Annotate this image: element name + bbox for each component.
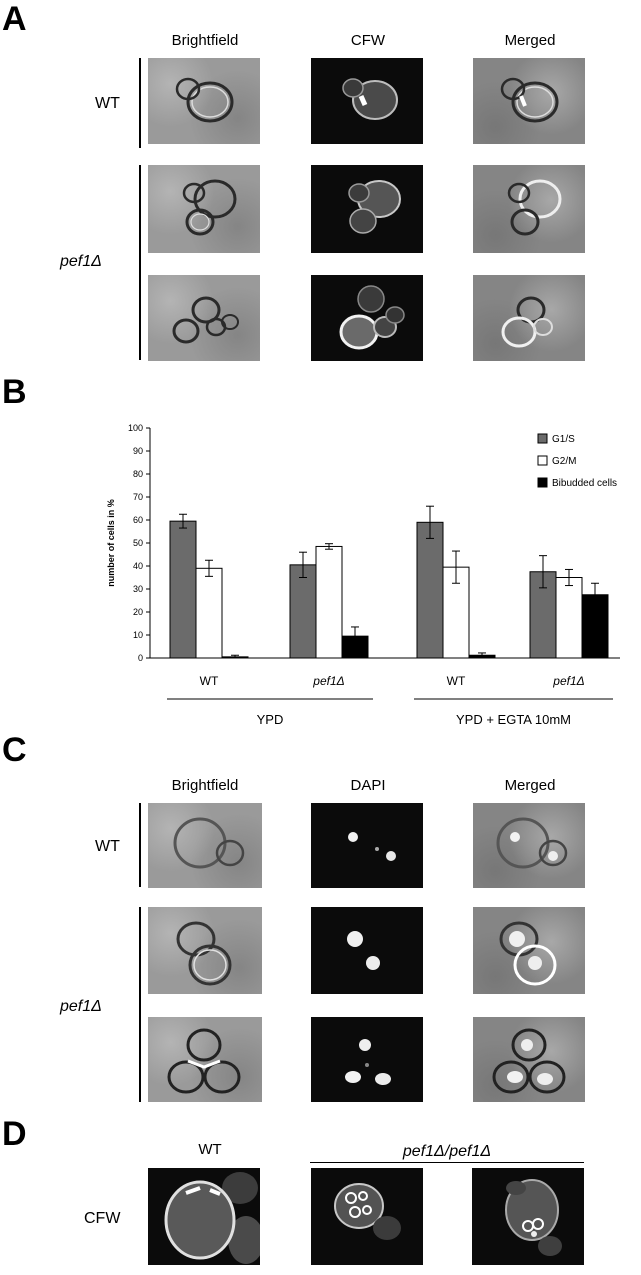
bar-g1-s [169, 520, 197, 659]
panel-d-mutant1-cfw-image [311, 1168, 423, 1265]
panel-c-letter: C [2, 731, 27, 769]
panel-c-row-mutant: pef1Δ [60, 998, 102, 1015]
bar-g2-m [195, 567, 223, 659]
panel-c-col-dapi: DAPI [350, 777, 386, 794]
panel-a-mutant2-brightfield-image [148, 275, 260, 361]
bar-g1-s [416, 521, 444, 659]
y-tick-label: 10 [133, 630, 143, 640]
panel-c-mutant1-merged-image [473, 907, 585, 994]
panel-a-col-cfw: CFW [350, 32, 386, 49]
panel-a-col-merged: Merged [504, 32, 556, 49]
panel-a-wt-merged-image [473, 58, 585, 144]
x-category-label: WT [200, 674, 219, 688]
panel-a-col-brightfield: Brightfield [171, 32, 239, 49]
panel-a-mutant1-brightfield-image [148, 165, 260, 253]
panel-c-wt-brightfield-image [148, 803, 262, 888]
legend-label: G1/S [552, 434, 575, 445]
panel-c-mutant2-brightfield-image [148, 1017, 262, 1102]
panel-a-row-mutant: pef1Δ [60, 253, 102, 270]
group-label: YPD [257, 712, 284, 727]
panel-c-wt-dapi-image [311, 803, 423, 888]
bar-g2-m [315, 545, 343, 659]
panel-c-col-merged: Merged [504, 777, 556, 794]
x-category-label: pef1Δ [312, 674, 344, 688]
panel-a-mutant-bracket [139, 165, 141, 360]
panel-a-mutant2-merged-image [473, 275, 585, 361]
legend-swatch [537, 477, 548, 488]
y-tick-label: 20 [133, 607, 143, 617]
y-tick-label: 80 [133, 469, 143, 479]
legend-label: Bibudded cells [552, 478, 617, 489]
y-tick-label: 50 [133, 538, 143, 548]
panel-d-letter: D [2, 1115, 27, 1153]
panel-a-wt-bracket [139, 58, 141, 148]
panel-d-mutant2-cfw-image [472, 1168, 584, 1265]
x-category-label: WT [447, 674, 466, 688]
bar-g1-s [289, 564, 317, 659]
panel-c-mutant2-dapi-image [311, 1017, 423, 1102]
panel-a-mutant1-merged-image [473, 165, 585, 253]
panel-c-wt-merged-image [473, 803, 585, 888]
bar-chart: 0 10 20 30 40 50 60 70 80 90 100 number of cells in… [106, 423, 620, 727]
panel-c-mutant1-dapi-image [311, 907, 423, 994]
panel-c-col-brightfield: Brightfield [171, 777, 239, 794]
panel-a-mutant1-cfw-image [311, 165, 423, 253]
panel-d-mutant-label: pef1Δ/pef1Δ [402, 1143, 492, 1160]
y-tick-label: 30 [133, 584, 143, 594]
panel-c-mutant2-merged-image [473, 1017, 585, 1102]
panel-a-wt-cfw-image [311, 58, 423, 144]
y-tick-label: 60 [133, 515, 143, 525]
y-tick-label: 40 [133, 561, 143, 571]
panel-c-mutant1-brightfield-image [148, 907, 262, 994]
panel-d-wt-cfw-image [148, 1168, 260, 1265]
y-tick-label: 70 [133, 492, 143, 502]
panel-a-wt-brightfield-image [148, 58, 260, 144]
y-tick-label: 90 [133, 446, 143, 456]
panel-c-wt-bracket [139, 803, 141, 887]
panel-a-row-wt: WT [95, 95, 120, 112]
y-axis-title: number of cells in % [106, 499, 116, 587]
panel-d-mutant-underline [310, 1162, 584, 1163]
bar-g2-m [555, 577, 583, 659]
legend-swatch [537, 433, 548, 444]
panel-a-mutant2-cfw-image [311, 275, 423, 361]
panel-d-wt-label: WT [198, 1141, 222, 1158]
panel-c-row-wt: WT [95, 838, 120, 855]
y-tick-label: 0 [138, 653, 143, 663]
legend-label: G2/M [552, 456, 576, 467]
group-label: YPD + EGTA 10mM [456, 712, 571, 727]
x-category-label: pef1Δ [552, 674, 584, 688]
panel-c-mutant-bracket [139, 907, 141, 1102]
legend-swatch [537, 455, 548, 466]
panel-b-letter: B [2, 373, 27, 411]
panel-d-row-cfw: CFW [84, 1210, 121, 1227]
y-tick-label: 100 [128, 423, 143, 433]
panel-a-letter: A [2, 0, 27, 38]
